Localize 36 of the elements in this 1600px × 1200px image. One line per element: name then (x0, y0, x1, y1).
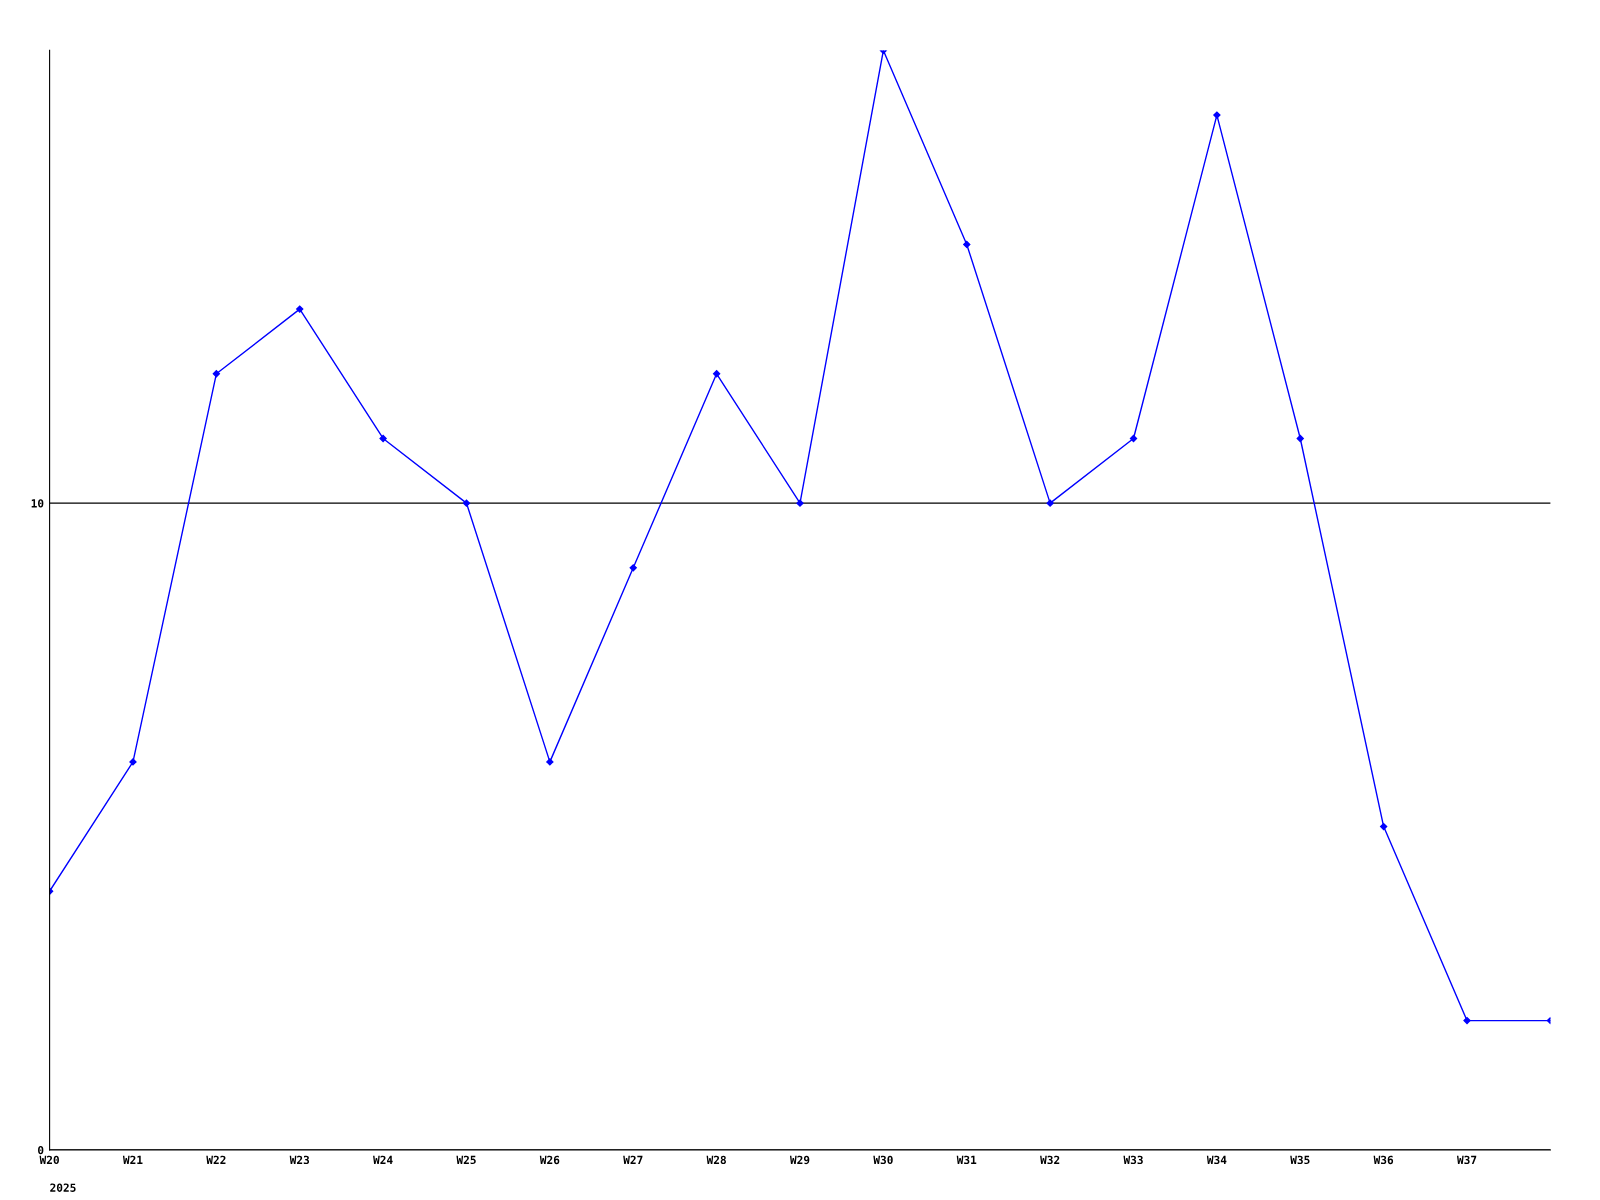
x-tick-label: W24 (373, 1155, 393, 1164)
point (712, 370, 721, 378)
point (212, 370, 220, 378)
x-tick-label: W27 (623, 1155, 643, 1164)
point (796, 499, 804, 507)
x-tick-label: W34 (1206, 1155, 1227, 1165)
x-tick-label: W21 (122, 1155, 143, 1164)
x-tick-label: W26 (539, 1155, 560, 1165)
x-tick-label: W29 (789, 1155, 810, 1165)
point (1380, 822, 1388, 831)
x-tick-label: W35 (1290, 1155, 1310, 1165)
point (963, 240, 971, 249)
point (129, 758, 137, 766)
x-tick-label: W28 (706, 1155, 726, 1165)
x-tick-label: W37 (1456, 1155, 1477, 1165)
x-tick-label: W20 (39, 1155, 59, 1165)
x-tick-label: W33 (1123, 1155, 1143, 1165)
point (296, 305, 304, 313)
point (1296, 434, 1304, 443)
point (1463, 1016, 1471, 1025)
point (1046, 499, 1054, 507)
x-tick-label: W23 (289, 1155, 310, 1165)
point (629, 564, 637, 572)
x-tick-label: W36 (1373, 1155, 1394, 1165)
x-tick-label: W30 (873, 1155, 893, 1165)
y-tick-label: 0 (38, 1145, 44, 1155)
point (379, 434, 387, 443)
x-tick-label: W22 (206, 1155, 226, 1164)
point (1213, 111, 1221, 119)
text: 2025 (50, 1183, 76, 1192)
x-tick-label: W25 (456, 1155, 476, 1165)
x-tick-label: W32 (1040, 1155, 1060, 1165)
point (462, 499, 471, 507)
point (546, 758, 554, 766)
y-tick-label: 10 (31, 499, 44, 508)
x-tick-label: W31 (956, 1155, 977, 1165)
